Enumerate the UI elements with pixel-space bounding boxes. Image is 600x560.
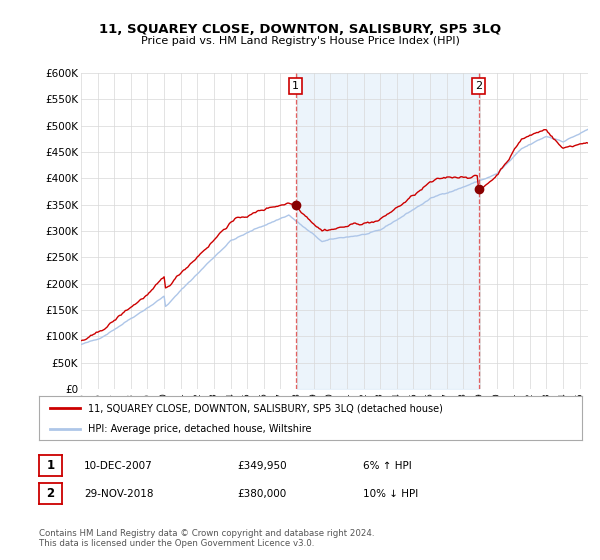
Text: Contains HM Land Registry data © Crown copyright and database right 2024.
This d: Contains HM Land Registry data © Crown c… — [39, 529, 374, 548]
Text: 10% ↓ HPI: 10% ↓ HPI — [363, 489, 418, 499]
Text: 2: 2 — [475, 81, 482, 91]
Text: 10-DEC-2007: 10-DEC-2007 — [84, 461, 153, 471]
Text: Price paid vs. HM Land Registry's House Price Index (HPI): Price paid vs. HM Land Registry's House … — [140, 36, 460, 46]
Text: 2: 2 — [46, 487, 55, 500]
Text: £380,000: £380,000 — [237, 489, 286, 499]
Text: 1: 1 — [292, 81, 299, 91]
Text: 11, SQUAREY CLOSE, DOWNTON, SALISBURY, SP5 3LQ: 11, SQUAREY CLOSE, DOWNTON, SALISBURY, S… — [99, 22, 501, 36]
Text: HPI: Average price, detached house, Wiltshire: HPI: Average price, detached house, Wilt… — [88, 424, 311, 434]
Text: 6% ↑ HPI: 6% ↑ HPI — [363, 461, 412, 471]
Text: 29-NOV-2018: 29-NOV-2018 — [84, 489, 154, 499]
Text: 1: 1 — [46, 459, 55, 472]
Text: 11, SQUAREY CLOSE, DOWNTON, SALISBURY, SP5 3LQ (detached house): 11, SQUAREY CLOSE, DOWNTON, SALISBURY, S… — [88, 403, 443, 413]
Text: £349,950: £349,950 — [237, 461, 287, 471]
